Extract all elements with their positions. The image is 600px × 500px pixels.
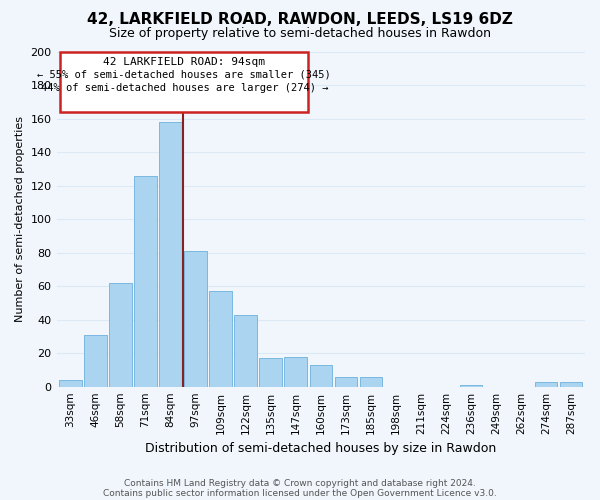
X-axis label: Distribution of semi-detached houses by size in Rawdon: Distribution of semi-detached houses by … — [145, 442, 496, 455]
Text: Contains HM Land Registry data © Crown copyright and database right 2024.: Contains HM Land Registry data © Crown c… — [124, 478, 476, 488]
Text: 44% of semi-detached houses are larger (274) →: 44% of semi-detached houses are larger (… — [41, 84, 328, 94]
Bar — [84, 334, 107, 386]
Bar — [59, 380, 82, 386]
Text: 42, LARKFIELD ROAD, RAWDON, LEEDS, LS19 6DZ: 42, LARKFIELD ROAD, RAWDON, LEEDS, LS19 … — [87, 12, 513, 28]
Text: Contains public sector information licensed under the Open Government Licence v3: Contains public sector information licen… — [103, 488, 497, 498]
Bar — [134, 176, 157, 386]
Bar — [284, 356, 307, 386]
Text: ← 55% of semi-detached houses are smaller (345): ← 55% of semi-detached houses are smalle… — [37, 70, 331, 80]
Bar — [335, 376, 357, 386]
Bar — [535, 382, 557, 386]
Bar — [310, 365, 332, 386]
Text: 42 LARKFIELD ROAD: 94sqm: 42 LARKFIELD ROAD: 94sqm — [103, 56, 265, 66]
Bar — [560, 382, 583, 386]
Bar — [159, 122, 182, 386]
Bar — [460, 385, 482, 386]
Bar — [184, 251, 207, 386]
Bar — [235, 314, 257, 386]
Bar — [259, 358, 282, 386]
Bar — [209, 291, 232, 386]
Y-axis label: Number of semi-detached properties: Number of semi-detached properties — [15, 116, 25, 322]
FancyBboxPatch shape — [60, 52, 308, 112]
Text: Size of property relative to semi-detached houses in Rawdon: Size of property relative to semi-detach… — [109, 28, 491, 40]
Bar — [359, 376, 382, 386]
Bar — [109, 283, 131, 387]
